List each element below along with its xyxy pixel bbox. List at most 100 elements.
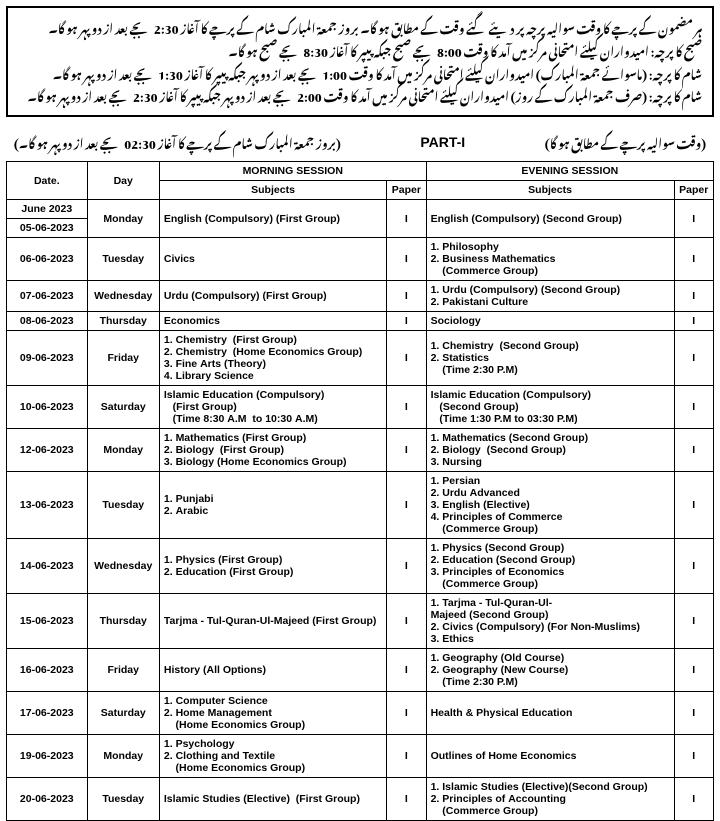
morning-paper: I bbox=[387, 778, 426, 821]
table-row: 07-06-2023WednesdayUrdu (Compulsory) (Fi… bbox=[7, 281, 714, 312]
morning-paper: I bbox=[387, 312, 426, 331]
morning-subject: 1. Mathematics (First Group)2. Biology (… bbox=[159, 429, 386, 472]
part-title: PART-I bbox=[341, 134, 545, 150]
part-right-note: (وقت سوالیہ پرچے کے مطابق ہو گا) bbox=[545, 127, 706, 157]
notice-box: ہر مضمون کے پرچے کا وقت سوالیہ پرچہ پر د… bbox=[6, 6, 714, 117]
day-cell: Saturday bbox=[87, 386, 159, 429]
evening-paper: I bbox=[674, 386, 713, 429]
morning-subject: 1. Punjabi2. Arabic bbox=[159, 472, 386, 539]
evening-paper: I bbox=[674, 778, 713, 821]
evening-subject: 1. Chemistry (Second Group)2. Statistics… bbox=[426, 331, 674, 386]
morning-paper: I bbox=[387, 331, 426, 386]
th-day: Day bbox=[87, 162, 159, 200]
day-cell: Thursday bbox=[87, 594, 159, 649]
evening-subject: Outlines of Home Economics bbox=[426, 735, 674, 778]
table-row: 06-06-2023TuesdayCivicsI1. Philosophy2. … bbox=[7, 238, 714, 281]
th-subjects-m: Subjects bbox=[159, 181, 386, 200]
morning-subject: English (Compulsory) (First Group) bbox=[159, 200, 386, 238]
date-cell: 06-06-2023 bbox=[7, 238, 88, 281]
th-paper-m: Paper bbox=[387, 181, 426, 200]
date-cell: 20-06-2023 bbox=[7, 778, 88, 821]
day-cell: Tuesday bbox=[87, 778, 159, 821]
evening-subject: 1. Physics (Second Group)2. Education (S… bbox=[426, 539, 674, 594]
day-cell: Wednesday bbox=[87, 539, 159, 594]
date-cell: 09-06-2023 bbox=[7, 331, 88, 386]
evening-paper: I bbox=[674, 331, 713, 386]
morning-subject: Urdu (Compulsory) (First Group) bbox=[159, 281, 386, 312]
evening-paper: I bbox=[674, 692, 713, 735]
table-row: 20-06-2023TuesdayIslamic Studies (Electi… bbox=[7, 778, 714, 821]
table-row: 15-06-2023ThursdayTarjma - Tul-Quran-Ul-… bbox=[7, 594, 714, 649]
evening-subject: 1. Urdu (Compulsory) (Second Group)2. Pa… bbox=[426, 281, 674, 312]
evening-subject: English (Compulsory) (Second Group) bbox=[426, 200, 674, 238]
table-row: 19-06-2023Monday1. Psychology2. Clothing… bbox=[7, 735, 714, 778]
evening-paper: I bbox=[674, 200, 713, 238]
evening-subject: Health & Physical Education bbox=[426, 692, 674, 735]
morning-paper: I bbox=[387, 735, 426, 778]
evening-paper: I bbox=[674, 735, 713, 778]
th-subjects-e: Subjects bbox=[426, 181, 674, 200]
morning-paper: I bbox=[387, 692, 426, 735]
evening-subject: 1. Philosophy2. Business Mathematics (Co… bbox=[426, 238, 674, 281]
table-row: 14-06-2023Wednesday1. Physics (First Gro… bbox=[7, 539, 714, 594]
th-paper-e: Paper bbox=[674, 181, 713, 200]
evening-subject: 1. Persian2. Urdu Advanced3. English (El… bbox=[426, 472, 674, 539]
evening-subject: 1. Geography (Old Course)2. Geography (N… bbox=[426, 649, 674, 692]
morning-subject: 1. Psychology2. Clothing and Textile (Ho… bbox=[159, 735, 386, 778]
date-cell: 08-06-2023 bbox=[7, 312, 88, 331]
morning-paper: I bbox=[387, 649, 426, 692]
morning-paper: I bbox=[387, 429, 426, 472]
evening-subject: Sociology bbox=[426, 312, 674, 331]
month-cell: June 2023 bbox=[7, 200, 88, 219]
day-cell: Tuesday bbox=[87, 472, 159, 539]
evening-paper: I bbox=[674, 539, 713, 594]
date-cell: 19-06-2023 bbox=[7, 735, 88, 778]
morning-paper: I bbox=[387, 472, 426, 539]
table-row: 16-06-2023FridayHistory (All Options)I1.… bbox=[7, 649, 714, 692]
th-morning-session: MORNING SESSION bbox=[159, 162, 426, 181]
day-cell: Saturday bbox=[87, 692, 159, 735]
day-cell: Monday bbox=[87, 735, 159, 778]
evening-paper: I bbox=[674, 429, 713, 472]
day-cell: Friday bbox=[87, 331, 159, 386]
morning-subject: Islamic Education (Compulsory) (First Gr… bbox=[159, 386, 386, 429]
table-row: 12-06-2023Monday1. Mathematics (First Gr… bbox=[7, 429, 714, 472]
date-cell: 17-06-2023 bbox=[7, 692, 88, 735]
part-left-note: (بروز جمعۃ المبارک شام کے پرچے کا آغاز 0… bbox=[14, 127, 341, 157]
morning-subject: Economics bbox=[159, 312, 386, 331]
day-cell: Thursday bbox=[87, 312, 159, 331]
table-row: 10-06-2023SaturdayIslamic Education (Com… bbox=[7, 386, 714, 429]
morning-subject: Islamic Studies (Elective) (First Group) bbox=[159, 778, 386, 821]
date-cell: 14-06-2023 bbox=[7, 539, 88, 594]
day-cell: Friday bbox=[87, 649, 159, 692]
date-cell: 10-06-2023 bbox=[7, 386, 88, 429]
schedule-table: Date. Day MORNING SESSION EVENING SESSIO… bbox=[6, 161, 714, 821]
evening-subject: Islamic Education (Compulsory) (Second G… bbox=[426, 386, 674, 429]
part-header-row: (بروز جمعۃ المبارک شام کے پرچے کا آغاز 0… bbox=[14, 127, 706, 157]
morning-paper: I bbox=[387, 386, 426, 429]
table-row: 08-06-2023ThursdayEconomicsISociologyI bbox=[7, 312, 714, 331]
morning-subject: 1. Chemistry (First Group)2. Chemistry (… bbox=[159, 331, 386, 386]
day-cell: Monday bbox=[87, 429, 159, 472]
evening-paper: I bbox=[674, 594, 713, 649]
morning-subject: 1. Computer Science2. Home Management (H… bbox=[159, 692, 386, 735]
morning-paper: I bbox=[387, 238, 426, 281]
morning-paper: I bbox=[387, 539, 426, 594]
day-cell: Wednesday bbox=[87, 281, 159, 312]
evening-subject: 1. Tarjma - Tul-Quran-Ul-Majeed (Second … bbox=[426, 594, 674, 649]
morning-subject: History (All Options) bbox=[159, 649, 386, 692]
evening-paper: I bbox=[674, 649, 713, 692]
th-date: Date. bbox=[7, 162, 88, 200]
evening-paper: I bbox=[674, 238, 713, 281]
table-body: June 2023 Monday English (Compulsory) (Fir… bbox=[7, 200, 714, 821]
morning-paper: I bbox=[387, 200, 426, 238]
th-evening-session: EVENING SESSION bbox=[426, 162, 713, 181]
date-cell: 13-06-2023 bbox=[7, 472, 88, 539]
date-cell: 05-06-2023 bbox=[7, 219, 88, 238]
evening-subject: 1. Mathematics (Second Group)2. Biology … bbox=[426, 429, 674, 472]
day-cell: Tuesday bbox=[87, 238, 159, 281]
date-cell: 12-06-2023 bbox=[7, 429, 88, 472]
evening-paper: I bbox=[674, 312, 713, 331]
date-cell: 15-06-2023 bbox=[7, 594, 88, 649]
evening-paper: I bbox=[674, 472, 713, 539]
